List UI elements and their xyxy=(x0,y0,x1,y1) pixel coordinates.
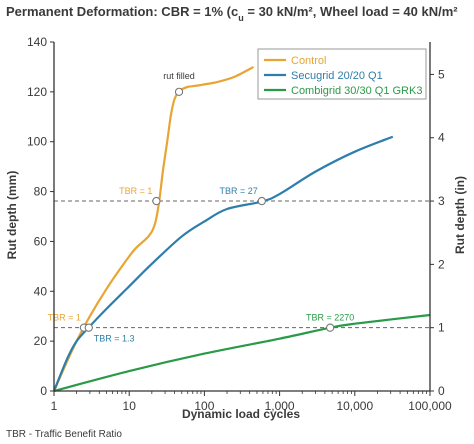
tbr-annotation: TBR = 1 xyxy=(48,313,81,323)
footnote: TBR - Traffic Benefit Ratio xyxy=(6,429,122,440)
chart-title-subscript: u xyxy=(238,13,244,23)
y-axis-label: Rut depth (mm) xyxy=(5,171,19,260)
x-tick-label: 100 xyxy=(194,399,214,413)
y2-tick-label: 0 xyxy=(438,384,445,398)
legend-secugrid-label: Secugrid 20/20 Q1 xyxy=(291,70,383,82)
y-tick-label: 20 xyxy=(34,334,48,348)
chart-title-prefix: Permanent Deformation: CBR = 1% (c xyxy=(6,4,238,19)
tbr-annotation: TBR = 27 xyxy=(220,186,258,196)
x-tick-label: 1 xyxy=(51,399,58,413)
y-tick-label: 0 xyxy=(40,384,47,398)
x-tick-label: 100,000 xyxy=(408,399,452,413)
tbr-annotation: rut filled xyxy=(163,71,195,81)
y-tick-label: 60 xyxy=(34,234,48,248)
y2-tick-label: 2 xyxy=(438,257,445,271)
legend: Control Secugrid 20/20 Q1 Combigrid 30/30 … xyxy=(257,48,427,100)
y-tick-label: 40 xyxy=(34,284,48,298)
legend-combigrid-label: Combigrid 30/30 Q1 GRK3 xyxy=(291,85,422,97)
x-tick-label: 10 xyxy=(123,399,137,413)
data-point-marker xyxy=(257,196,266,206)
control-series-line xyxy=(52,65,255,392)
tbr-annotation: TBR = 1.3 xyxy=(94,334,135,344)
y-tick-label: 80 xyxy=(34,185,48,199)
x-axis-label: Dynamic load cycles xyxy=(182,407,300,421)
y2-tick-label: 4 xyxy=(438,131,445,145)
y2-axis-label: Rut depth (in) xyxy=(453,176,467,254)
secugrid-series-line xyxy=(52,135,394,392)
tbr-annotation: TBR = 1 xyxy=(119,186,152,196)
data-point-marker xyxy=(152,196,161,206)
y2-tick-label: 3 xyxy=(438,194,445,208)
data-point-marker xyxy=(325,323,335,332)
y-tick-label: 100 xyxy=(27,135,47,149)
data-point-marker xyxy=(174,87,184,97)
chart-title-suffix: = 30 kN/m², Wheel load = 40 kN/m² xyxy=(244,4,459,19)
y-tick-label: 120 xyxy=(27,85,47,99)
tbr-annotation: TBR = 2270 xyxy=(306,313,354,323)
combigrid-series-line xyxy=(53,313,431,393)
y2-tick-label: 1 xyxy=(438,321,445,335)
legend-control-label: Control xyxy=(291,55,326,67)
x-tick-label: 10,000 xyxy=(336,399,373,413)
chart-title: Permanent Deformation: CBR = 1% (cu = 30… xyxy=(6,4,458,23)
x-tick-label: 1,000 xyxy=(265,399,295,413)
data-point-marker xyxy=(84,323,93,332)
y2-tick-label: 5 xyxy=(438,67,445,81)
y-tick-label: 140 xyxy=(27,35,47,49)
